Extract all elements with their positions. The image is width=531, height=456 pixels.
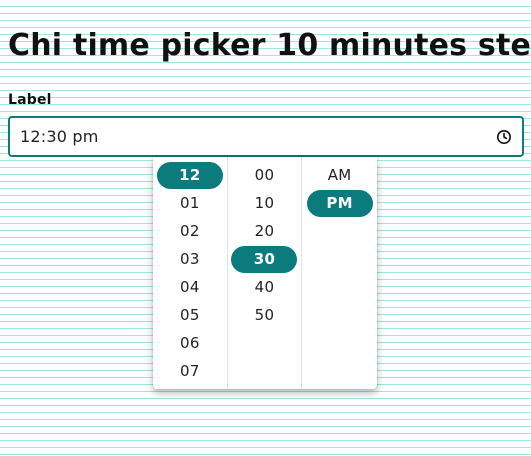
minute-option[interactable]: 00	[228, 161, 302, 189]
hour-option[interactable]: 02	[153, 217, 227, 245]
minute-option-label: 10	[254, 194, 275, 212]
period-option-label: PM	[306, 189, 373, 217]
hour-option[interactable]: 07	[153, 357, 227, 385]
minute-option[interactable]: 40	[228, 273, 302, 301]
time-picker-dropdown: 12 01 02 03 04 05 06 07 00 10 20 30 40 50 AM PM	[153, 157, 377, 389]
hour-option-label: 12	[156, 161, 223, 189]
hour-option-label: 01	[179, 194, 200, 212]
hour-option[interactable]: 06	[153, 329, 227, 357]
minute-option-label: 30	[231, 245, 298, 273]
minute-option[interactable]: 10	[228, 189, 302, 217]
clock-icon[interactable]	[495, 128, 513, 146]
minute-option-label: 50	[254, 306, 275, 324]
minute-option-label: 20	[254, 222, 275, 240]
hours-column[interactable]: 12 01 02 03 04 05 06 07	[153, 157, 228, 389]
time-field-label: Label	[8, 92, 52, 108]
minute-option[interactable]: 50	[228, 301, 302, 329]
hour-option[interactable]: 01	[153, 189, 227, 217]
hour-option[interactable]: 05	[153, 301, 227, 329]
hour-option[interactable]: 12	[153, 161, 227, 189]
minute-option-label: 00	[254, 166, 275, 184]
hour-option-label: 07	[179, 362, 200, 380]
period-option[interactable]: PM	[302, 189, 377, 217]
period-option[interactable]: AM	[302, 161, 377, 189]
hour-option-label: 02	[179, 222, 200, 240]
time-input[interactable]: 12:30 pm	[8, 116, 524, 157]
period-option-label: AM	[327, 166, 352, 184]
hour-option[interactable]: 04	[153, 273, 227, 301]
hour-option-label: 03	[179, 250, 200, 268]
hour-option[interactable]: 03	[153, 245, 227, 273]
minutes-column[interactable]: 00 10 20 30 40 50	[228, 157, 303, 389]
period-column[interactable]: AM PM	[302, 157, 377, 389]
hour-option-label: 05	[179, 306, 200, 324]
minute-option[interactable]: 20	[228, 217, 302, 245]
page-title: Chi time picker 10 minutes step	[8, 28, 531, 63]
minute-option-label: 40	[254, 278, 275, 296]
hour-option-label: 04	[179, 278, 200, 296]
time-input-value[interactable]: 12:30 pm	[20, 127, 99, 146]
minute-option[interactable]: 30	[228, 245, 302, 273]
hour-option-label: 06	[179, 334, 200, 352]
